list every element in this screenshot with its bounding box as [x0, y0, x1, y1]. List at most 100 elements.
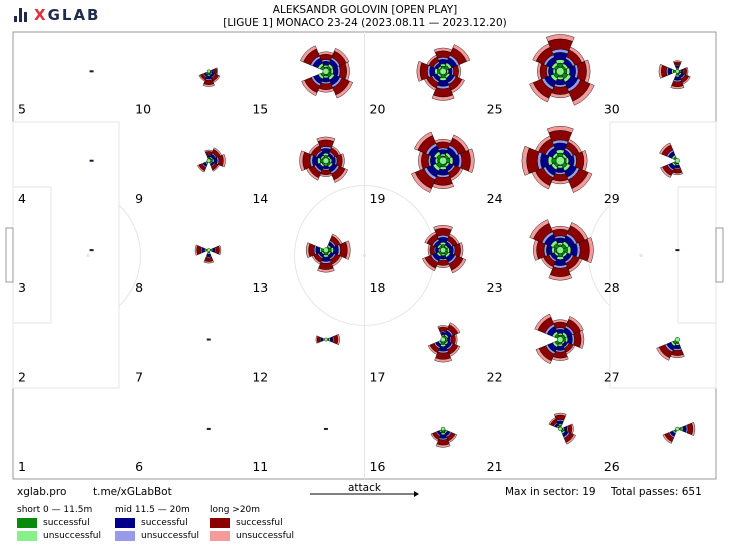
rose-wedge: [551, 85, 570, 95]
rose-wedge: [435, 443, 451, 448]
rose-wedge: [334, 48, 350, 64]
zone-label: 28: [604, 280, 620, 295]
rose-wedge: [682, 425, 687, 433]
legend-long-successful: successful: [210, 518, 283, 528]
rose-wedge: [670, 85, 685, 90]
rose-wedge: [339, 241, 348, 259]
title-line-1: ALEKSANDR GOLOVIN [OPEN PLAY]: [272, 4, 458, 16]
rose-wedge: [435, 351, 451, 360]
zone-label: 26: [604, 459, 620, 474]
rose-wedge: [529, 82, 550, 103]
rose-wedge: [427, 344, 438, 355]
zone-rose: [422, 225, 467, 274]
rose-wedge: [338, 63, 347, 80]
zone-label: 24: [487, 191, 503, 206]
zone-rose: [659, 142, 684, 178]
zone-label: 21: [487, 459, 503, 474]
zone-label: 2: [18, 370, 26, 385]
rose-wedge: [302, 151, 312, 170]
rose-wedge: [318, 262, 334, 270]
zone-rose-tiny: [89, 249, 94, 252]
zone-rose: [315, 334, 340, 346]
zone-rose: [529, 219, 594, 281]
rose-wedge: [320, 169, 332, 175]
rose-wedge: [308, 243, 316, 258]
rose-wedge: [546, 126, 574, 133]
rose-hub: [556, 67, 565, 76]
rose-wedge: [571, 172, 593, 193]
rose-hub: [675, 426, 680, 432]
rose-wedge: [570, 222, 589, 241]
swatch-short-successful: [17, 518, 37, 528]
rose-hub: [206, 158, 211, 163]
rose-hub: [674, 158, 680, 164]
zone-label: 8: [135, 280, 143, 295]
rose-wedge: [452, 44, 471, 62]
zone-rose-tiny: [206, 427, 211, 430]
center-spot: [362, 253, 367, 258]
rose-wedge: [422, 257, 436, 272]
rose-wedge: [534, 313, 552, 331]
rose-wedge: [667, 67, 673, 76]
rose-wedge: [451, 258, 467, 274]
zone-label: 14: [252, 191, 268, 206]
rose-wedge: [414, 131, 433, 151]
rose-wedge: [222, 154, 226, 168]
rose-wedge: [416, 61, 423, 82]
zone-rose: [197, 147, 226, 173]
rose-wedge: [335, 154, 343, 168]
rose-wedge: [434, 50, 452, 59]
site-label: xglab.pro: [17, 486, 67, 498]
zone-label: 6: [135, 459, 143, 474]
rose-hub: [440, 247, 447, 254]
rose-wedge: [586, 237, 594, 264]
attack-arrow-head: [414, 491, 419, 497]
left-goal-area: [12, 186, 52, 324]
rose-wedge: [659, 142, 672, 155]
left-penalty-box: [12, 121, 120, 389]
rose-hub: [322, 157, 330, 164]
zone-rose: [411, 131, 475, 193]
rose-wedge: [565, 434, 576, 445]
zone-rose-tiny: [675, 249, 680, 252]
rose-wedge: [656, 346, 671, 361]
swatch-short-unsuccessful: [17, 531, 37, 541]
rose-wedge: [435, 141, 451, 150]
zone-rose-tiny: [89, 70, 94, 73]
zone-label: 19: [370, 191, 386, 206]
zone-rose: [299, 136, 349, 183]
rose-wedge: [579, 330, 585, 349]
rose-wedge: [203, 260, 214, 264]
rose-wedge: [551, 229, 569, 238]
chart-title: ALEKSANDR GOLOVIN [OPEN PLAY] [LIGUE 1] …: [0, 4, 730, 30]
rose-wedge: [421, 152, 430, 170]
rose-wedge: [576, 61, 587, 82]
zone-label: 11: [252, 459, 268, 474]
zone-label: 25: [487, 101, 503, 116]
rose-wedge: [521, 145, 530, 176]
rose-wedge: [468, 148, 475, 173]
rose-wedge: [660, 166, 672, 178]
rose-wedge: [317, 267, 335, 273]
zone-label: 1: [18, 459, 26, 474]
rose-wedge: [573, 331, 582, 348]
zone-label: 7: [135, 370, 143, 385]
rose-hub: [206, 69, 211, 74]
legend-short-title: short 0 — 11.5m: [17, 505, 93, 515]
rose-wedge: [316, 136, 336, 142]
rose-wedge: [434, 357, 452, 363]
rose-wedge: [549, 266, 571, 277]
zone-label: 5: [18, 101, 26, 116]
rose-wedge: [671, 80, 684, 87]
swatch-long-successful: [210, 518, 230, 528]
rose-wedge: [452, 134, 470, 152]
rose-wedge: [335, 80, 354, 99]
zone-label: 22: [487, 370, 503, 385]
right-penalty-spot: [639, 253, 643, 258]
title-line-2: [LIGUE 1] MONACO 23-24 (2023.08.11 — 202…: [223, 17, 507, 29]
rose-wedge: [196, 245, 202, 255]
rose-wedge: [539, 63, 548, 80]
rose-wedge: [419, 62, 429, 81]
rose-wedge: [460, 149, 471, 172]
